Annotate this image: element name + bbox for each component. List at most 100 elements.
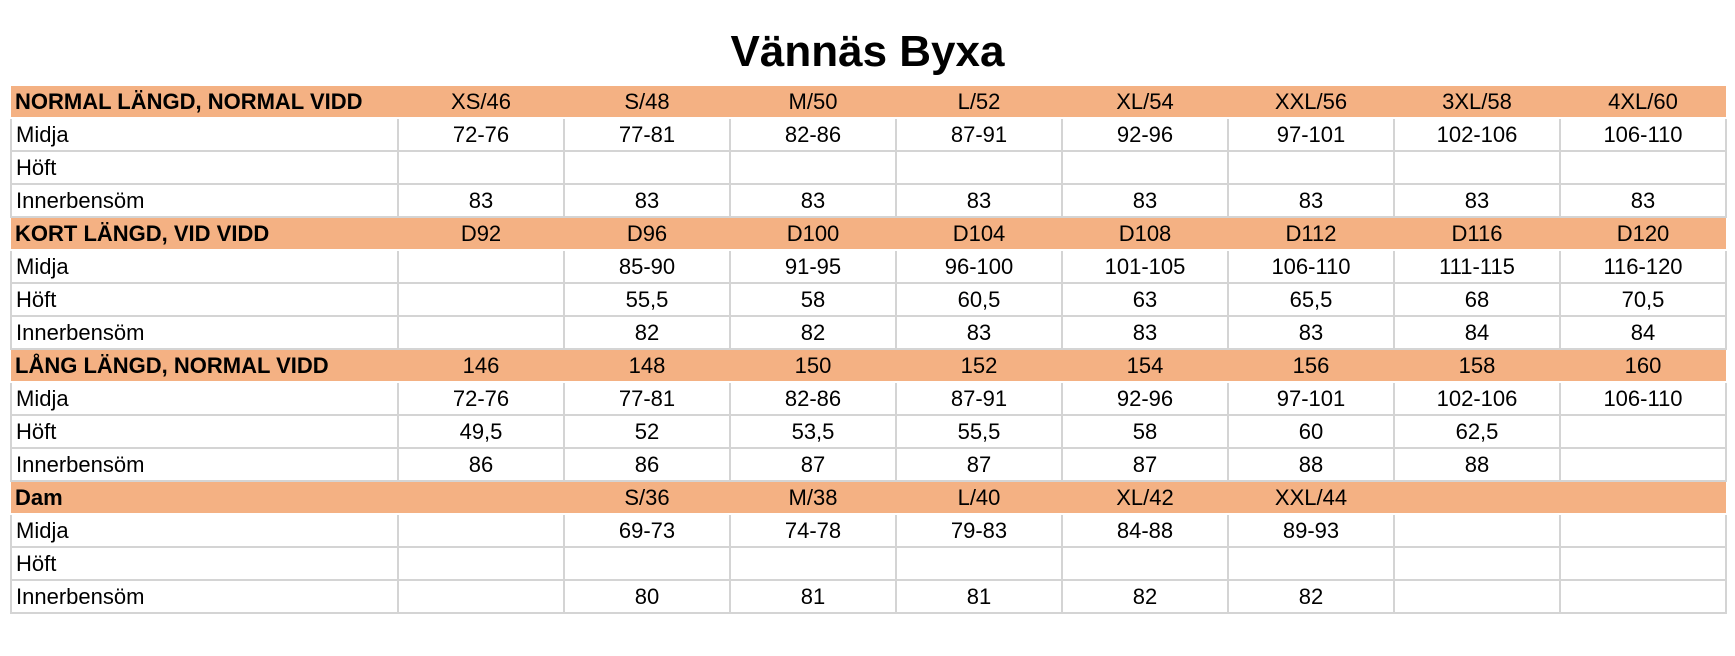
measurement-value: 60,5 bbox=[895, 282, 1063, 317]
section-header-row: LÅNG LÄNGD, NORMAL VIDD 146 148 150 152 154 15… bbox=[11, 349, 1726, 383]
size-header-cell bbox=[1560, 481, 1726, 515]
size-header-cell: 146 bbox=[398, 349, 564, 383]
size-header-cell: 148 bbox=[564, 349, 730, 383]
measurement-row: Innerbensöm 83 83 83 83 83 83 83 83 bbox=[10, 183, 1727, 218]
measurement-value: 83 bbox=[1393, 183, 1561, 218]
measurement-row: Midja 72-76 77-81 82-86 87-91 92-96 97-101 102-… bbox=[10, 117, 1727, 152]
measurement-value bbox=[1061, 546, 1229, 581]
section-title: LÅNG LÄNGD, NORMAL VIDD bbox=[11, 349, 398, 383]
measurement-value bbox=[1227, 150, 1395, 185]
measurement-value: 116-120 bbox=[1559, 249, 1727, 284]
measurement-value bbox=[1227, 546, 1395, 581]
measurement-row: Innerbensöm 86 86 87 87 87 88 88 bbox=[10, 447, 1727, 482]
measurement-value: 49,5 bbox=[397, 414, 565, 449]
measurement-value: 106-110 bbox=[1559, 117, 1727, 152]
size-header-cell: XS/46 bbox=[398, 86, 564, 119]
measurement-label: Innerbensöm bbox=[10, 579, 399, 614]
measurement-value: 102-106 bbox=[1393, 117, 1561, 152]
measurement-value: 70,5 bbox=[1559, 282, 1727, 317]
measurement-label: Midja bbox=[10, 381, 399, 416]
measurement-value bbox=[1559, 579, 1727, 614]
measurement-value: 63 bbox=[1061, 282, 1229, 317]
measurement-value bbox=[397, 546, 565, 581]
measurement-label: Innerbensöm bbox=[10, 183, 399, 218]
size-header-cell: 158 bbox=[1394, 349, 1560, 383]
measurement-value bbox=[729, 150, 897, 185]
measurement-value bbox=[1559, 447, 1727, 482]
measurement-value: 83 bbox=[1559, 183, 1727, 218]
size-header-cell: 156 bbox=[1228, 349, 1394, 383]
measurement-row: Höft 55,5 58 60,5 63 65,5 68 70,5 bbox=[10, 282, 1727, 317]
size-header-cell: 4XL/60 bbox=[1560, 86, 1726, 119]
measurement-value: 83 bbox=[895, 183, 1063, 218]
measurement-value bbox=[397, 579, 565, 614]
measurement-value: 65,5 bbox=[1227, 282, 1395, 317]
size-header-cell: D92 bbox=[398, 217, 564, 251]
measurement-value: 74-78 bbox=[729, 513, 897, 548]
measurement-value bbox=[1559, 414, 1727, 449]
measurement-value: 60 bbox=[1227, 414, 1395, 449]
measurement-row: Höft 49,5 52 53,5 55,5 58 60 62,5 bbox=[10, 414, 1727, 449]
measurement-value: 83 bbox=[563, 183, 731, 218]
size-header-cell: M/38 bbox=[730, 481, 896, 515]
measurement-value: 88 bbox=[1227, 447, 1395, 482]
measurement-value bbox=[895, 150, 1063, 185]
measurement-label: Höft bbox=[10, 150, 399, 185]
measurement-value: 80 bbox=[563, 579, 731, 614]
size-header-cell: 154 bbox=[1062, 349, 1228, 383]
size-header-cell: XXL/44 bbox=[1228, 481, 1394, 515]
section-title: Dam bbox=[11, 481, 398, 515]
size-header-cell: S/36 bbox=[564, 481, 730, 515]
measurement-value: 83 bbox=[1227, 183, 1395, 218]
measurement-label: Höft bbox=[10, 282, 399, 317]
measurement-value: 87 bbox=[1061, 447, 1229, 482]
size-header-cell: D120 bbox=[1560, 217, 1726, 251]
measurement-value bbox=[1559, 546, 1727, 581]
measurement-row: Höft bbox=[10, 150, 1727, 185]
measurement-value: 92-96 bbox=[1061, 381, 1229, 416]
size-header-cell: S/48 bbox=[564, 86, 730, 119]
measurement-value: 62,5 bbox=[1393, 414, 1561, 449]
measurement-value bbox=[1559, 513, 1727, 548]
size-header-cell: XL/54 bbox=[1062, 86, 1228, 119]
measurement-value bbox=[1393, 513, 1561, 548]
measurement-value: 58 bbox=[729, 282, 897, 317]
measurement-value: 86 bbox=[397, 447, 565, 482]
measurement-value: 97-101 bbox=[1227, 117, 1395, 152]
measurement-label: Höft bbox=[10, 414, 399, 449]
measurement-value: 83 bbox=[895, 315, 1063, 350]
measurement-value: 88 bbox=[1393, 447, 1561, 482]
measurement-value: 83 bbox=[1061, 183, 1229, 218]
measurement-label: Höft bbox=[10, 546, 399, 581]
measurement-label: Midja bbox=[10, 117, 399, 152]
measurement-value: 102-106 bbox=[1393, 381, 1561, 416]
measurement-value bbox=[1393, 579, 1561, 614]
measurement-value: 77-81 bbox=[563, 381, 731, 416]
measurement-value bbox=[1393, 546, 1561, 581]
measurement-value: 91-95 bbox=[729, 249, 897, 284]
measurement-value: 82-86 bbox=[729, 117, 897, 152]
measurement-value: 83 bbox=[1227, 315, 1395, 350]
measurement-value: 87 bbox=[729, 447, 897, 482]
measurement-value: 96-100 bbox=[895, 249, 1063, 284]
measurement-value: 84 bbox=[1559, 315, 1727, 350]
measurement-value: 92-96 bbox=[1061, 117, 1229, 152]
measurement-value bbox=[563, 546, 731, 581]
size-header-cell: D116 bbox=[1394, 217, 1560, 251]
measurement-value: 84 bbox=[1393, 315, 1561, 350]
measurement-value: 111-115 bbox=[1393, 249, 1561, 284]
measurement-value: 83 bbox=[397, 183, 565, 218]
size-header-cell: D108 bbox=[1062, 217, 1228, 251]
measurement-value: 106-110 bbox=[1559, 381, 1727, 416]
size-header-cell: XXL/56 bbox=[1228, 86, 1394, 119]
measurement-value: 87 bbox=[895, 447, 1063, 482]
measurement-value bbox=[729, 546, 897, 581]
measurement-value: 89-93 bbox=[1227, 513, 1395, 548]
measurement-value: 58 bbox=[1061, 414, 1229, 449]
measurement-value bbox=[563, 150, 731, 185]
measurement-value: 82 bbox=[563, 315, 731, 350]
measurement-row: Höft bbox=[10, 546, 1727, 581]
measurement-row: Innerbensöm 80 81 81 82 82 bbox=[10, 579, 1727, 614]
measurement-value bbox=[397, 249, 565, 284]
measurement-value bbox=[397, 315, 565, 350]
